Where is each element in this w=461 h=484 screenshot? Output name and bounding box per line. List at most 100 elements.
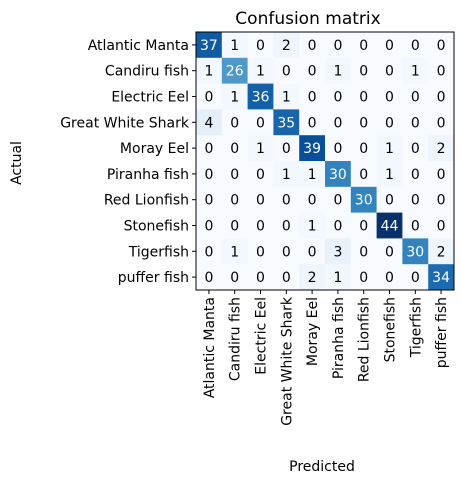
- cell-value-label: 0: [308, 64, 317, 80]
- heatmap-cell: [402, 161, 429, 188]
- heatmap-cell: [247, 109, 274, 136]
- heatmap-cell: [350, 161, 377, 188]
- heatmap-cell: [299, 264, 326, 291]
- y-tick-label: Electric Eel: [111, 90, 189, 106]
- cell-value-label: 0: [256, 244, 265, 260]
- cell-value-label: 1: [333, 270, 342, 286]
- x-tick-label: Candiru fish: [228, 297, 244, 381]
- cell-value-label: 0: [282, 193, 291, 209]
- heatmap-cell: [402, 212, 429, 239]
- cell-value-label: 0: [385, 90, 394, 106]
- heatmap-cell: [273, 238, 300, 265]
- cell-value-label: 2: [282, 38, 291, 54]
- heatmap-cell: [221, 135, 248, 162]
- cell-value-label: 0: [385, 38, 394, 54]
- heatmap-cell: [350, 57, 377, 84]
- cell-value-label: 36: [252, 90, 270, 106]
- heatmap-cell: [273, 212, 300, 239]
- cell-value-label: 0: [359, 270, 368, 286]
- cell-value-label: 30: [355, 193, 373, 209]
- y-axis-ticks: Atlantic Manta Candiru fish Electric Eel Gr…: [60, 38, 196, 286]
- heatmap-cell: [350, 135, 377, 162]
- heatmap-cell: [428, 212, 455, 239]
- plot-frame: [195, 31, 455, 291]
- cell-value-label: 1: [411, 64, 420, 80]
- cell-value-label: 0: [437, 64, 446, 80]
- heatmap-cell: [196, 238, 223, 265]
- cell-value-label: 1: [282, 90, 291, 106]
- cell-value-label: 0: [204, 244, 213, 260]
- cell-value-label: 0: [411, 38, 420, 54]
- heatmap-cell: [350, 212, 377, 239]
- cell-value-label: 1: [256, 141, 265, 157]
- y-tick-label: Moray Eel: [120, 141, 189, 157]
- x-tick-label: Red Lionfish: [357, 297, 373, 382]
- y-tick-label: puffer fish: [118, 270, 189, 286]
- cell-value-label: 0: [437, 167, 446, 183]
- heatmap-cell: [376, 57, 403, 84]
- heatmap-cell: [428, 238, 455, 265]
- y-tick-label: Atlantic Manta: [88, 38, 189, 54]
- heatmap-cell: [402, 264, 429, 291]
- cell-value-label: 0: [308, 90, 317, 106]
- heatmap-cell: [273, 264, 300, 291]
- cell-value-label: 0: [359, 64, 368, 80]
- heatmap-cell: [376, 212, 403, 239]
- cell-value-label: 0: [204, 90, 213, 106]
- cell-value-label: 0: [256, 115, 265, 131]
- cell-value-label: 0: [230, 115, 239, 131]
- cell-value-label: 39: [303, 141, 321, 157]
- heatmap-cell: [428, 57, 455, 84]
- cell-value-label: 0: [282, 141, 291, 157]
- heatmap-cell: [299, 238, 326, 265]
- cell-value-label: 1: [308, 219, 317, 235]
- x-axis-ticks: Atlantic Manta Candiru fish Electric Eel Gr…: [202, 290, 450, 426]
- cell-value-label: 2: [308, 270, 317, 286]
- heatmap-cell: [247, 161, 274, 188]
- cell-value-labels: 37 1 0 2 0 0 0 0 0 01 26 1 0 0 1 0 0 1 00 1 36 1 0 0 0 0 0 04 0 0 35 0 0…: [200, 38, 450, 286]
- heatmap-cell: [196, 109, 223, 136]
- heatmap-cell: [325, 57, 352, 84]
- cell-value-label: 35: [277, 115, 295, 131]
- heatmap-cell: [376, 264, 403, 291]
- cell-value-label: 0: [385, 64, 394, 80]
- heatmap-cells: [196, 32, 455, 291]
- heatmap-cell: [273, 161, 300, 188]
- heatmap-cell: [402, 83, 429, 110]
- heatmap-cell: [402, 135, 429, 162]
- cell-value-label: 0: [411, 115, 420, 131]
- cell-value-label: 0: [308, 115, 317, 131]
- cell-value-label: 4: [204, 115, 213, 131]
- y-tick-label: Stonefish: [124, 219, 189, 235]
- cell-value-label: 0: [437, 38, 446, 54]
- heatmap-cell: [221, 57, 248, 84]
- heatmap-cell: [273, 57, 300, 84]
- heatmap-cell: [325, 109, 352, 136]
- cell-value-label: 0: [385, 244, 394, 260]
- heatmap-cell: [350, 83, 377, 110]
- heatmap-cell: [273, 109, 300, 136]
- heatmap-cell: [221, 32, 248, 59]
- cell-value-label: 0: [204, 219, 213, 235]
- heatmap-cell: [273, 83, 300, 110]
- cell-value-label: 1: [333, 64, 342, 80]
- heatmap-cell: [428, 186, 455, 213]
- x-tick-label: puffer fish: [434, 297, 450, 368]
- cell-value-label: 3: [333, 244, 342, 260]
- heatmap-cell: [428, 32, 455, 59]
- heatmap-cell: [428, 83, 455, 110]
- cell-value-label: 0: [230, 270, 239, 286]
- heatmap-cell: [376, 238, 403, 265]
- cell-value-label: 0: [256, 193, 265, 209]
- x-axis-label: Predicted: [289, 459, 355, 475]
- heatmap-cell: [325, 186, 352, 213]
- heatmap-cell: [273, 186, 300, 213]
- heatmap-cell: [325, 238, 352, 265]
- heatmap-cell: [221, 109, 248, 136]
- heatmap-cell: [196, 264, 223, 291]
- cell-value-label: 1: [204, 64, 213, 80]
- cell-value-label: 0: [411, 167, 420, 183]
- heatmap-cell: [402, 32, 429, 59]
- cell-value-label: 0: [230, 193, 239, 209]
